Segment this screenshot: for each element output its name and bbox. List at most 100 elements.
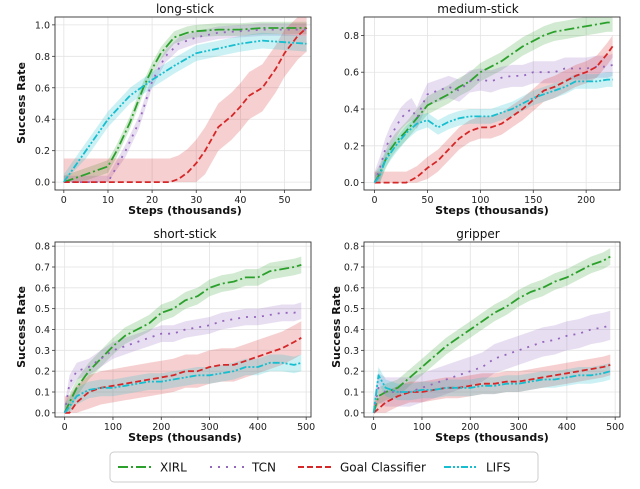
x-axis-label: Steps (thousands)	[128, 204, 242, 217]
y-tick-label: 0.2	[35, 146, 50, 157]
series-line-lifs	[373, 78, 613, 184]
band-lifs	[374, 72, 613, 183]
plot-area	[55, 17, 311, 190]
legend-label-xirl: XIRL	[160, 461, 187, 475]
x-tick-label: 200	[152, 422, 170, 433]
y-tick-label: 0.6	[344, 283, 359, 294]
y-tick-label: 0.4	[35, 115, 50, 126]
axes-frame	[363, 241, 621, 418]
chart-gripper: gripper Steps (thousands) Success Rate 0…	[330, 227, 624, 444]
x-tick-label: 20	[146, 195, 158, 206]
series-line-xirl	[372, 255, 611, 414]
x-tick-label: 0	[372, 195, 378, 206]
x-tick-label: 30	[190, 195, 202, 206]
band-tcn	[64, 302, 302, 413]
axes-frame	[54, 16, 312, 191]
y-tick-label: 0.2	[344, 367, 359, 378]
x-tick-label: 500	[606, 422, 624, 433]
y-tick-label: 0.6	[35, 283, 50, 294]
x-tick-label: 0	[61, 195, 67, 206]
series-line-xirl	[373, 21, 613, 184]
series-line-tcn	[373, 64, 613, 183]
y-tick-label: 0.8	[35, 52, 50, 63]
y-tick-label: 0.4	[344, 105, 359, 116]
x-tick-label: 50	[278, 195, 290, 206]
x-tick-label: 400	[558, 422, 576, 433]
x-tick-label: 100	[413, 422, 431, 433]
y-tick-label: 0.7	[35, 263, 50, 274]
y-tick-label: 0.8	[344, 31, 359, 42]
y-tick-label: 0.0	[344, 178, 359, 189]
chart-title: short-stick	[153, 227, 216, 241]
y-tick-label: 0.5	[344, 304, 359, 315]
y-tick-label: 0.3	[35, 346, 50, 357]
chart-medium-stick: medium-stick Steps (thousands) 0 50 100 150…	[344, 2, 621, 217]
legend-label-tcn: TCN	[251, 461, 276, 475]
y-tick-label: 0.3	[344, 346, 359, 357]
band-tcn	[374, 53, 613, 183]
y-tick-label: 1.0	[35, 20, 50, 31]
x-tick-label: 40	[234, 195, 246, 206]
plot-area	[364, 17, 620, 190]
band-goal-classifier	[373, 354, 611, 413]
series-line-lifs	[63, 361, 302, 414]
x-tick-label: 100	[104, 422, 122, 433]
x-tick-label: 10	[102, 195, 114, 206]
y-tick-label: 0.0	[35, 408, 50, 419]
series-line-tcn	[63, 309, 302, 413]
series-line-lifs	[63, 39, 307, 183]
x-tick-label: 300	[200, 422, 218, 433]
x-tick-label: 200	[461, 422, 479, 433]
band-tcn	[373, 310, 611, 413]
y-tick-label: 0.4	[344, 325, 359, 336]
x-tick-label: 200	[577, 195, 595, 206]
x-tick-label: 400	[249, 422, 267, 433]
band-xirl	[64, 256, 302, 413]
band-xirl	[373, 248, 611, 413]
legend-label-lifs: LIFS	[486, 461, 511, 475]
band-xirl	[374, 17, 613, 183]
series-line-lifs	[372, 370, 611, 413]
y-tick-label: 0.7	[344, 263, 359, 274]
axes-frame	[363, 16, 621, 191]
y-tick-label: 0.0	[344, 408, 359, 419]
chart-title: long-stick	[156, 2, 214, 16]
x-tick-label: 50	[421, 195, 433, 206]
series-line-tcn	[63, 28, 307, 184]
x-axis-label: Steps (thousands)	[128, 431, 242, 444]
series-line-goal-classifier	[373, 364, 611, 414]
chart-long-stick: long-stick Steps (thousands) Success Rat…	[15, 2, 312, 217]
series-line-goal-classifier	[63, 27, 308, 184]
legend: XIRL TCN Goal Classifier LIFS	[109, 451, 539, 483]
y-tick-label: 0.5	[35, 304, 50, 315]
chart-title: gripper	[456, 227, 500, 241]
series-line-xirl	[63, 27, 307, 183]
chart-short-stick: short-stick Steps (thousands) Success Ra…	[15, 227, 315, 444]
band-goal-classifier	[63, 17, 307, 183]
x-tick-label: 0	[62, 422, 68, 433]
y-tick-label: 0.4	[35, 325, 50, 336]
x-tick-label: 500	[297, 422, 315, 433]
x-axis-label: Steps (thousands)	[435, 204, 549, 217]
y-tick-label: 0.1	[35, 388, 50, 399]
legend-frame	[109, 451, 539, 483]
y-tick-label: 0.6	[35, 83, 50, 94]
x-tick-label: 300	[509, 422, 527, 433]
y-tick-label: 0.2	[344, 141, 359, 152]
x-axis-label: Steps (thousands)	[435, 431, 549, 444]
axes-frame	[54, 241, 312, 418]
band-lifs	[63, 32, 307, 183]
y-axis-label: Success Rate	[15, 286, 28, 368]
x-tick-label: 150	[524, 195, 542, 206]
y-tick-label: 0.6	[344, 68, 359, 79]
y-tick-label: 0.1	[344, 388, 359, 399]
y-tick-label: 0.0	[35, 178, 50, 189]
y-tick-label: 0.2	[35, 367, 50, 378]
y-axis-label: Success Rate	[330, 286, 343, 368]
y-axis-label: Success Rate	[15, 62, 28, 144]
y-tick-label: 0.8	[35, 242, 50, 253]
legend-label-goal-classifier: Goal Classifier	[340, 461, 426, 475]
series-line-xirl	[63, 264, 302, 414]
series-line-goal-classifier	[64, 337, 302, 414]
series-line-goal-classifier	[374, 45, 614, 184]
